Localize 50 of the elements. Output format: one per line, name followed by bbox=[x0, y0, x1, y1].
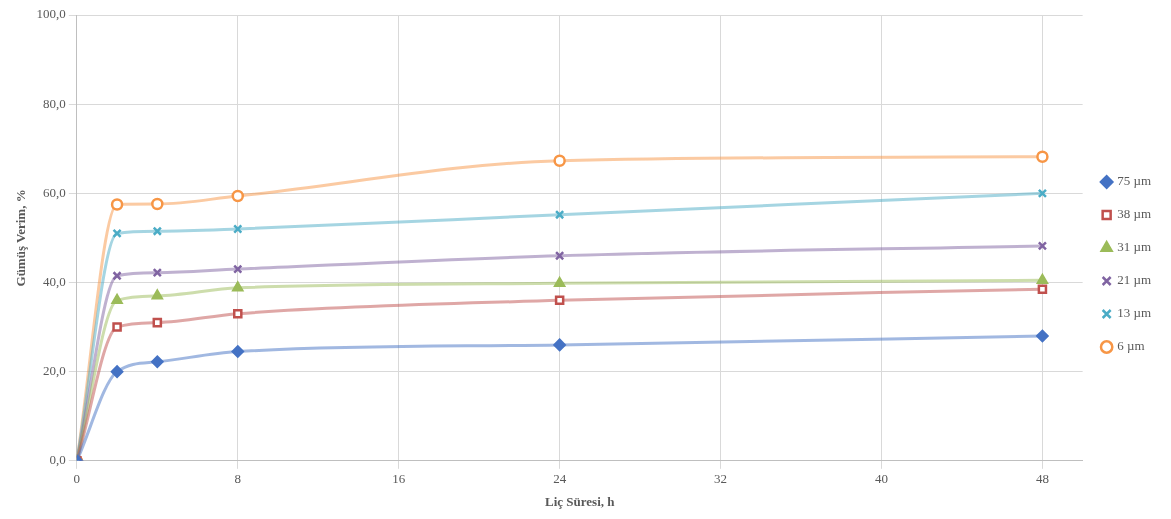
legend-label: 75 µm bbox=[1117, 173, 1152, 189]
y-tick-label: 60,0 bbox=[43, 184, 66, 200]
x-tick-label: 40 bbox=[874, 471, 888, 487]
x-tick-label: 8 bbox=[234, 471, 242, 487]
legend-label: 21 µm bbox=[1117, 272, 1152, 288]
legend-label: 31 µm bbox=[1117, 239, 1152, 255]
point bbox=[151, 289, 163, 300]
point bbox=[232, 264, 243, 274]
x-tick-label: 0 bbox=[73, 471, 81, 487]
legend-label: 13 µm bbox=[1117, 305, 1152, 321]
point bbox=[1036, 150, 1049, 164]
point bbox=[110, 365, 124, 378]
y-tick-label: 100,0 bbox=[36, 6, 66, 22]
y-axis-title: Gümüş Verim, % bbox=[13, 189, 29, 287]
point bbox=[554, 295, 565, 306]
legend-label: 6 µm bbox=[1117, 338, 1145, 354]
point bbox=[553, 154, 566, 168]
x-tick-label: 16 bbox=[392, 471, 406, 487]
point bbox=[231, 345, 245, 358]
point bbox=[553, 338, 566, 352]
point bbox=[112, 322, 122, 332]
point bbox=[1037, 188, 1048, 199]
point bbox=[152, 226, 163, 236]
point bbox=[1036, 329, 1049, 343]
y-tick-label: 0,0 bbox=[49, 452, 66, 468]
point bbox=[232, 224, 243, 234]
point bbox=[232, 308, 243, 319]
point bbox=[152, 317, 163, 328]
point bbox=[112, 228, 122, 239]
point bbox=[1037, 241, 1048, 251]
x-tick-label: 32 bbox=[714, 471, 728, 487]
x-tick-label: 24 bbox=[553, 471, 567, 487]
point bbox=[110, 198, 124, 211]
y-tick-label: 80,0 bbox=[43, 95, 66, 111]
y-tick-label: 40,0 bbox=[43, 273, 66, 289]
point bbox=[1036, 274, 1048, 284]
point bbox=[232, 281, 244, 292]
point bbox=[554, 277, 566, 288]
point bbox=[152, 267, 163, 278]
x-tick-label: 48 bbox=[1035, 471, 1049, 487]
point bbox=[1037, 284, 1048, 294]
point bbox=[151, 197, 164, 211]
point bbox=[554, 250, 565, 261]
point bbox=[151, 355, 164, 369]
point bbox=[554, 209, 565, 220]
y-tick-label: 20,0 bbox=[43, 363, 66, 379]
x-axis-title: Liç Süresi, h bbox=[545, 493, 616, 509]
point bbox=[231, 189, 245, 203]
legend-label: 38 µm bbox=[1117, 206, 1152, 222]
point bbox=[112, 271, 122, 281]
